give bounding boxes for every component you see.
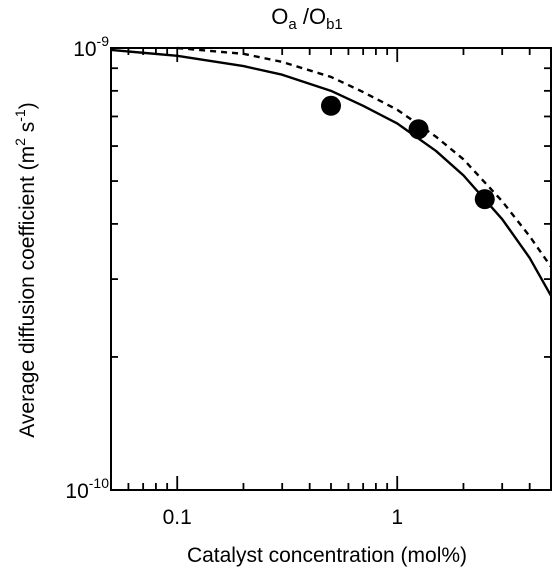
data-point <box>474 189 495 210</box>
y-tick-base: 10 <box>73 38 96 61</box>
ylabel-sup-1: 2 <box>12 138 28 146</box>
y-tick-label: 10-10 <box>65 475 109 503</box>
y-tick-exponent: -10 <box>89 475 109 491</box>
ylabel-sup-2: -1 <box>12 109 28 122</box>
title-sub-a: a <box>288 16 297 33</box>
y-tick-exponent: -9 <box>97 33 110 49</box>
y-axis-label: Average diffusion coefficient (m2 s-1) <box>12 102 39 437</box>
y-tick-base: 10 <box>65 480 88 503</box>
data-point <box>321 95 341 116</box>
title-sub-b: b1 <box>326 16 343 33</box>
series-points <box>321 95 495 210</box>
solid-fit-line <box>110 48 553 297</box>
y-tick-label: 10-9 <box>73 33 109 61</box>
title-main: O <box>271 4 288 29</box>
chart-title: Oa /Ob1 <box>271 4 343 33</box>
ylabel-main: Average diffusion coefficient (m <box>16 146 39 438</box>
x-tick-label: 0.1 <box>163 506 192 529</box>
ylabel-mid: s <box>16 122 39 138</box>
axis-tick-labels: 0.1 110-910-10 <box>65 33 403 529</box>
x-tick-label: 1 <box>391 506 403 529</box>
ylabel-end: ) <box>16 102 39 109</box>
title-sep: /O <box>297 4 326 29</box>
data-point <box>408 119 429 140</box>
x-axis-label: Catalyst concentration (mol%) <box>187 544 467 567</box>
series-lines <box>110 46 553 297</box>
dashed-fit-line <box>177 46 552 268</box>
